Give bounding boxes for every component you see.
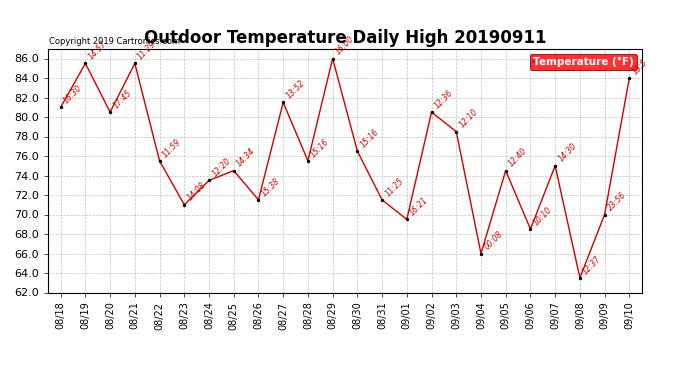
Point xyxy=(277,99,288,105)
Text: Copyright 2019 Cartronics.com: Copyright 2019 Cartronics.com xyxy=(49,38,180,46)
Text: 11:59: 11:59 xyxy=(161,137,183,159)
Text: 14:08: 14:08 xyxy=(186,181,208,203)
Point xyxy=(550,163,561,169)
Point xyxy=(426,109,437,115)
Text: 14:30: 14:30 xyxy=(556,142,578,164)
Title: Outdoor Temperature Daily High 20190911: Outdoor Temperature Daily High 20190911 xyxy=(144,29,546,47)
Text: 14:34: 14:34 xyxy=(235,147,257,169)
Point xyxy=(525,226,536,232)
Point xyxy=(55,104,66,110)
Point xyxy=(80,60,91,66)
Text: 16:00: 16:00 xyxy=(334,34,356,57)
Text: 17:45: 17:45 xyxy=(111,88,133,110)
Point xyxy=(500,168,511,174)
Text: 00:08: 00:08 xyxy=(482,230,504,252)
Text: 11:25: 11:25 xyxy=(384,176,405,198)
Point xyxy=(352,148,363,154)
Point xyxy=(129,60,140,66)
Point xyxy=(475,251,486,257)
Text: 13:52: 13:52 xyxy=(284,78,306,101)
Text: 23:56: 23:56 xyxy=(606,190,628,213)
Text: 12:10: 12:10 xyxy=(457,108,480,130)
Point xyxy=(624,75,635,81)
Text: 15:16: 15:16 xyxy=(309,137,331,159)
Point xyxy=(179,202,190,208)
Point xyxy=(302,158,313,164)
Text: 15:38: 15:38 xyxy=(259,176,282,198)
Point xyxy=(154,158,165,164)
Point xyxy=(228,168,239,174)
Point xyxy=(253,197,264,203)
Legend: Temperature (°F): Temperature (°F) xyxy=(530,54,637,69)
Text: 12:20: 12:20 xyxy=(210,156,233,178)
Text: 15:16: 15:16 xyxy=(359,127,381,149)
Text: 15:5: 15:5 xyxy=(631,57,649,76)
Text: 16:21: 16:21 xyxy=(408,195,430,217)
Text: 14:57: 14:57 xyxy=(87,39,108,62)
Point xyxy=(327,56,338,62)
Point xyxy=(402,216,413,222)
Text: 16:30: 16:30 xyxy=(62,83,84,105)
Point xyxy=(377,197,388,203)
Text: 11:29: 11:29 xyxy=(136,39,158,62)
Point xyxy=(574,275,585,281)
Text: 12:40: 12:40 xyxy=(507,147,529,169)
Point xyxy=(204,177,215,183)
Point xyxy=(105,109,116,115)
Text: 12:37: 12:37 xyxy=(581,254,603,276)
Text: 12:36: 12:36 xyxy=(433,88,455,110)
Point xyxy=(451,129,462,135)
Text: 10:10: 10:10 xyxy=(532,205,553,227)
Point xyxy=(599,211,610,217)
